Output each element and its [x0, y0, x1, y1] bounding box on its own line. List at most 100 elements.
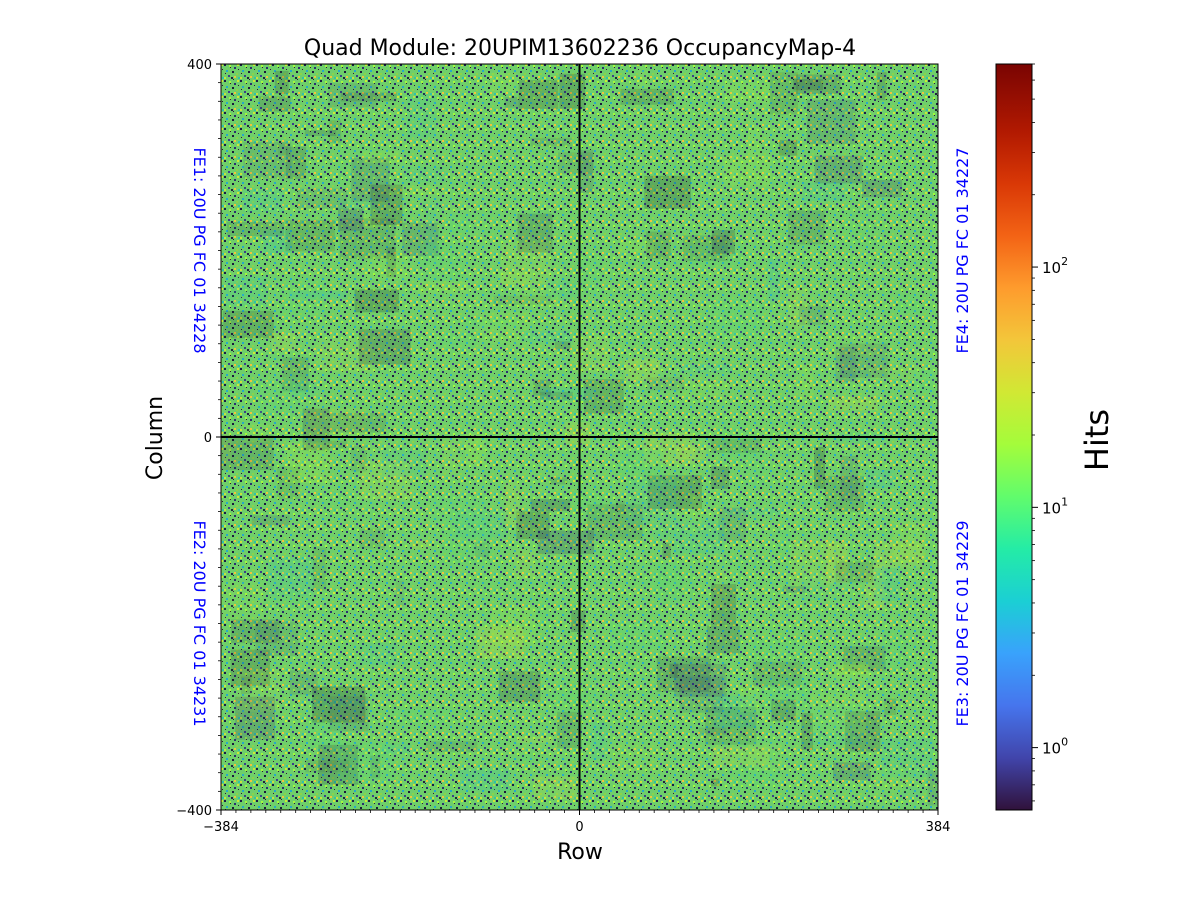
heatmap-texture-patch [363, 150, 400, 164]
heatmap-texture-patch [655, 563, 683, 606]
heatmap-texture-patch [787, 288, 809, 329]
heatmap-texture-patch [278, 280, 325, 320]
heatmap-texture-patch [844, 711, 881, 752]
heatmap-texture-patch [647, 475, 702, 509]
heatmap-texture-patch [282, 357, 309, 392]
heatmap-texture-patch [618, 241, 654, 253]
heatmap-texture-patch [627, 479, 676, 525]
heatmap-texture-patch [801, 713, 814, 750]
heatmap-texture-patch [370, 184, 403, 226]
heatmap-texture-patch [551, 678, 598, 716]
heatmap-texture-patch [752, 661, 802, 687]
heatmap-texture-patch [799, 363, 813, 399]
heatmap-texture-patch [251, 515, 290, 526]
heatmap-texture-patch [673, 520, 724, 554]
heatmap-texture-patch [454, 510, 507, 539]
heatmap-texture-patch [516, 511, 550, 540]
heatmap-texture-patch [716, 570, 727, 608]
heatmap-texture-patch [743, 449, 769, 486]
heatmap-texture-patch [840, 343, 888, 378]
heatmap-texture-patch [337, 743, 395, 783]
heatmap-texture-patch [724, 82, 771, 104]
heatmap-texture-patch [336, 147, 393, 182]
heatmap-texture-patch [796, 74, 841, 94]
heatmap-texture-patch [277, 466, 300, 499]
heatmap-texture-patch [514, 549, 536, 579]
heatmap-texture-patch [359, 528, 385, 549]
heatmap-texture-patch [896, 295, 920, 314]
heatmap-texture-patch [871, 366, 922, 379]
heatmap-texture-patch [350, 445, 367, 472]
heatmap-texture-patch [533, 776, 577, 800]
heatmap-texture-patch [325, 491, 378, 519]
heatmap-texture-patch [501, 242, 551, 285]
heatmap-texture-patch [651, 569, 696, 596]
heatmap-texture-patch [328, 440, 347, 449]
heatmap-texture-patch [674, 663, 727, 697]
heatmap-texture-patch [417, 281, 469, 294]
heatmap-texture-patch [824, 476, 865, 512]
heatmap-texture-patch [263, 230, 291, 254]
axis-ticks: −384 0 384 400 0 −400 [176, 58, 950, 835]
heatmap-texture-patch [264, 596, 313, 610]
heatmap-texture-patch [705, 707, 757, 745]
heatmap-texture-patch [711, 584, 737, 626]
heatmap-texture-patch [729, 750, 779, 789]
heatmap-texture-patch [447, 215, 471, 232]
heatmap-texture-patch [748, 126, 762, 158]
heatmap-texture-patch [620, 88, 674, 105]
heatmap-texture-patch [676, 446, 707, 460]
heatmap-texture-patch [615, 457, 643, 472]
heatmap-texture-patch [223, 310, 274, 339]
heatmap-texture-patch [231, 619, 280, 644]
heatmap-texture-patch [835, 347, 856, 383]
heatmap-texture-patch [893, 522, 925, 562]
heatmap-texture-patch [421, 244, 465, 282]
heatmap-texture-patch [274, 70, 289, 94]
heatmap-texture-patch [806, 100, 856, 145]
heatmap-texture-patch [802, 182, 847, 202]
heatmap-texture-patch [243, 141, 292, 179]
heatmap-texture-patch [706, 625, 740, 654]
heatmap-texture-patch [833, 762, 871, 781]
heatmap-texture-patch [338, 208, 364, 231]
heatmap-texture-patch [769, 72, 798, 115]
x-axis-label: Row [557, 840, 603, 865]
heatmap-texture-patch [835, 561, 874, 583]
heatmap-texture-patch [459, 768, 511, 791]
heatmap-texture-patch [776, 529, 792, 552]
heatmap-texture-patch [305, 760, 350, 773]
heatmap-texture-patch [799, 305, 826, 325]
heatmap-texture-patch [354, 289, 399, 313]
heatmap-texture-patch [790, 540, 834, 586]
heatmap-texture-patch [382, 744, 411, 755]
heatmap-texture-patch [646, 377, 685, 391]
heatmap-texture-patch [877, 72, 887, 101]
heatmap-texture-patch [767, 258, 780, 302]
heatmap-texture-patch [662, 543, 671, 559]
heatmap-texture-patch [591, 722, 608, 759]
heatmap-texture-patch [558, 152, 594, 174]
heatmap-texture-patch [644, 175, 691, 209]
plot-area [220, 63, 939, 811]
heatmap-texture-patch [533, 379, 552, 396]
heatmap-texture-patch [291, 382, 320, 397]
heatmap-texture-patch [546, 784, 556, 800]
heatmap-shading [221, 65, 938, 806]
heatmap-texture-patch [478, 626, 524, 659]
heatmap-texture-patch [271, 333, 296, 351]
heatmap-texture-patch [652, 524, 674, 540]
x-tick-label: −384 [203, 820, 239, 835]
y-tick-label: 400 [187, 58, 212, 73]
heatmap-texture-patch [828, 573, 848, 594]
heatmap-texture-patch [360, 643, 398, 665]
heatmap-texture-patch [624, 664, 643, 671]
heatmap-texture-patch [801, 573, 824, 600]
heatmap-texture-patch [517, 213, 553, 253]
colorbar-label: Hits [1078, 409, 1116, 471]
heatmap-texture-patch [518, 80, 559, 109]
heatmap-texture-patch [546, 280, 577, 299]
heatmap-texture-patch [318, 338, 374, 373]
heatmap-texture-patch [689, 494, 701, 534]
heatmap-texture-patch [564, 422, 591, 445]
